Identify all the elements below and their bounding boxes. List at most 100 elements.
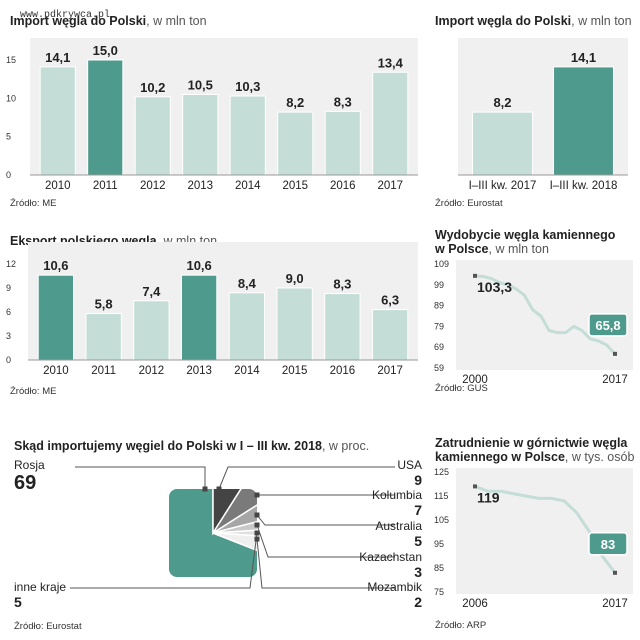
data-label: 8,2 <box>286 95 304 110</box>
import-quarter-unit: , w mln ton <box>571 14 632 28</box>
data-label: 10,3 <box>235 79 260 94</box>
data-label: 10,6 <box>43 258 68 273</box>
legend-inne-value: 5 <box>14 594 22 610</box>
legend-usa-name: USA <box>397 458 422 472</box>
legend-kazachstan-value: 3 <box>414 564 422 580</box>
end-value-box <box>588 313 628 337</box>
leader-mozambik <box>256 538 395 589</box>
data-label: 10,6 <box>186 258 211 273</box>
y-tick-label: 105 <box>434 515 449 525</box>
y-tick-label: 10 <box>6 93 16 103</box>
legend-kolumbia-value: 7 <box>414 502 422 518</box>
x-tick-label: 2017 <box>377 365 403 377</box>
start-marker <box>473 273 477 278</box>
legend-kolumbia-name: Kolumbia <box>371 488 422 502</box>
data-label: 10,2 <box>140 80 165 95</box>
x-tick-label: 2011 <box>91 365 116 377</box>
pie-group <box>169 489 257 577</box>
legend-rosja-value: 69 <box>14 472 37 494</box>
y-tick-label: 0 <box>6 170 11 180</box>
bar <box>134 96 171 176</box>
data-label: 13,4 <box>378 55 404 70</box>
end-value-label: 83 <box>601 537 615 552</box>
sources-unit: , w proc. <box>321 439 370 453</box>
import-annual-source: Źródło: ME <box>10 198 57 209</box>
employment-title: Zatrudnienie w górnictwie węgla kamienne… <box>435 436 634 464</box>
employment-title-line1: Zatrudnienie w górnictwie węgla <box>435 436 628 450</box>
leader-marker <box>254 512 260 518</box>
data-label: 8,4 <box>238 276 257 291</box>
import-quarter-source: Źródło: Eurostat <box>435 198 503 209</box>
y-tick-label: 9 <box>6 283 11 293</box>
bar <box>553 66 614 176</box>
legend-australia-name: Australia <box>375 519 422 533</box>
y-tick-label: 89 <box>434 301 444 311</box>
bar <box>87 59 124 176</box>
start-value-label: 103,3 <box>477 279 512 295</box>
x-tick-label: I–III kw. 2017 <box>469 180 537 192</box>
leader-rosja <box>75 466 206 489</box>
y-tick-label: 3 <box>6 331 11 341</box>
legend-kolumbia: Kolumbia 7 <box>372 488 422 518</box>
x-tick-label: 2017 <box>602 598 628 610</box>
x-tick-label: I–III kw. 2018 <box>550 180 618 192</box>
bar <box>324 293 361 361</box>
import-annual-chart: 0 5 10 15 14,1 2010 15,0 2011 10,2 2012 10,5 2013 10… <box>6 38 418 192</box>
series-line <box>474 274 617 355</box>
legend-rosja: Rosja 69 <box>14 458 45 494</box>
y-tick-label: 15 <box>6 55 16 65</box>
x-tick-label: 2013 <box>187 180 213 192</box>
start-marker <box>473 484 477 489</box>
data-label: 8,3 <box>334 94 352 109</box>
import-quarter-title-text: Import węgla do Polski <box>435 14 572 28</box>
bar <box>228 292 266 361</box>
pie-slice <box>212 489 247 536</box>
y-tick-label: 0 <box>6 355 11 365</box>
y-tick-label: 85 <box>434 563 444 573</box>
legend-inne: inne kraje 5 <box>14 580 66 610</box>
pie-slice <box>169 489 257 577</box>
mining-chart: 59 69 79 89 99 109 103,3 65,8 2000 2017 <box>434 259 633 386</box>
x-tick-label: 2011 <box>93 180 118 192</box>
watermark: www.pdkrywca.pl <box>20 10 111 21</box>
end-marker <box>613 351 617 356</box>
data-label: 10,5 <box>188 78 213 93</box>
legend-inne-name: inne kraje <box>14 580 67 594</box>
import-annual-unit: , w mln ton <box>146 14 207 28</box>
x-tick-label: 2012 <box>139 365 165 377</box>
x-tick-label: 2014 <box>234 365 260 377</box>
legend-mozambik: Mozambik 2 <box>367 580 422 610</box>
legend-kazachstan-name: Kazachstan <box>359 550 422 564</box>
end-value-label: 65,8 <box>595 318 620 333</box>
leader-marker <box>202 486 208 492</box>
y-tick-label: 95 <box>434 539 444 549</box>
leader-inne <box>70 532 258 589</box>
bar <box>372 71 409 176</box>
leader-marker <box>254 522 260 528</box>
import-quarter-chart: 8,2 I–III kw. 2017 14,1 I–III kw. 2018 <box>458 38 628 192</box>
bar <box>472 111 533 176</box>
y-tick-label: 99 <box>434 280 444 290</box>
x-tick-label: 2017 <box>377 180 403 192</box>
x-tick-label: 2014 <box>235 180 261 192</box>
pie-slice <box>212 532 257 557</box>
employment-title-line2: kamiennego w Polsce <box>435 450 565 464</box>
x-tick-label: 2000 <box>462 374 488 386</box>
x-tick-label: 2013 <box>186 365 212 377</box>
leader-marker <box>254 492 260 498</box>
legend-rosja-name: Rosja <box>14 458 45 472</box>
bar <box>371 309 409 361</box>
y-tick-label: 6 <box>6 307 11 317</box>
export-chart: 0 3 6 9 12 10,6 2010 5,8 2011 7,4 2012 10,6 2013 8,4 2… <box>6 242 418 377</box>
y-tick-label: 79 <box>434 321 444 331</box>
data-label: 15,0 <box>93 43 118 58</box>
legend-usa-value: 9 <box>414 472 422 488</box>
end-value-box <box>588 532 628 556</box>
pie-slice <box>212 499 257 534</box>
y-tick-label: 75 <box>434 587 444 597</box>
employment-unit: , w tys. osób <box>564 450 635 464</box>
bar <box>133 300 170 361</box>
data-label: 14,1 <box>571 50 596 65</box>
x-tick-label: 2016 <box>330 180 356 192</box>
sources-chart <box>70 466 395 589</box>
